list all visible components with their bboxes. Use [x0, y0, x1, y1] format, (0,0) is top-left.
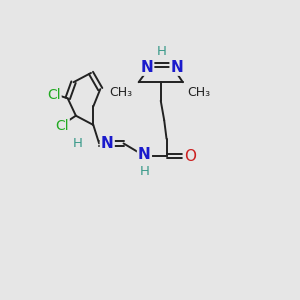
Text: H: H: [140, 165, 149, 178]
Text: CH₃: CH₃: [188, 86, 211, 99]
Text: N: N: [140, 60, 153, 75]
Text: N: N: [138, 147, 151, 162]
Text: H: H: [157, 44, 167, 58]
Text: N: N: [101, 136, 114, 151]
Text: CH₃: CH₃: [110, 86, 133, 99]
Text: O: O: [184, 148, 196, 164]
Text: Cl: Cl: [47, 88, 61, 102]
Text: N: N: [171, 60, 183, 75]
Text: Cl: Cl: [55, 119, 69, 133]
Text: H: H: [73, 137, 83, 150]
